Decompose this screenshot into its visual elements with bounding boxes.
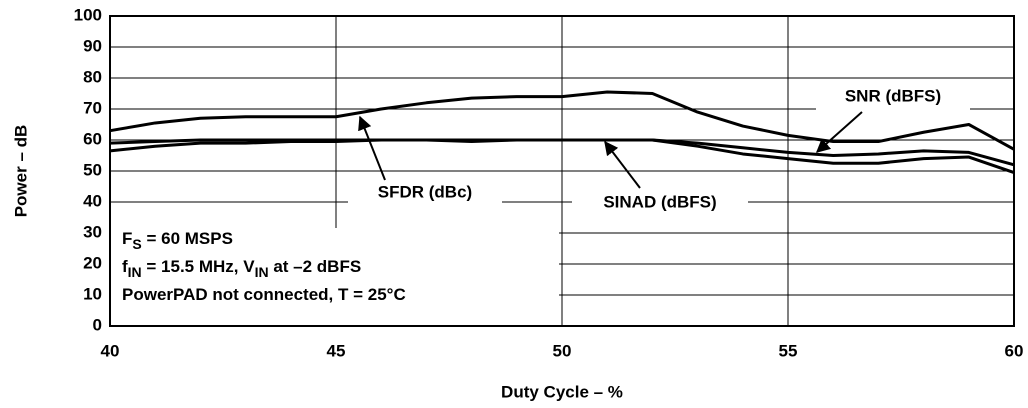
label-arrow [358, 115, 386, 181]
legend-label: SINAD (dBFS) [603, 192, 716, 211]
series-line [109, 138, 1015, 174]
x-tick-label: 60 [1005, 341, 1024, 360]
note: FS = 60 MSPS [122, 229, 233, 251]
y-tick-label: 70 [83, 98, 102, 117]
x-tick-label: 50 [553, 341, 572, 360]
note-text: = 60 MSPS [142, 229, 233, 248]
y-tick-label: 40 [83, 191, 102, 210]
y-tick-label: 30 [83, 222, 102, 241]
y-tick-label: 90 [83, 36, 102, 55]
note-text: f [122, 257, 128, 276]
y-tick-label: 10 [83, 284, 102, 303]
label-bg [572, 189, 748, 217]
note-subscript: IN [128, 264, 142, 280]
plot-frame [109, 15, 1015, 327]
x-tick-label: 55 [779, 341, 798, 360]
legend-label: SNR (dBFS) [845, 86, 941, 105]
note-text: at –2 dBFS [269, 257, 362, 276]
y-axis-label: Power – dB [11, 125, 30, 218]
note: PowerPAD not connected, T = 25°C [122, 285, 406, 304]
note-text: PowerPAD not connected, T = 25°C [122, 285, 406, 304]
y-tick-label: 80 [83, 67, 102, 86]
y-tick-label: 100 [74, 5, 102, 24]
label-arrow [815, 111, 863, 153]
x-axis-label: Duty Cycle – % [501, 382, 623, 401]
legend-label: SFDR (dBc) [378, 182, 472, 201]
label-arrow [604, 140, 641, 189]
note: fIN = 15.5 MHz, VIN at –2 dBFS [122, 257, 361, 279]
x-tick-label: 45 [327, 341, 346, 360]
series-line [109, 90, 1015, 151]
label-bg [348, 179, 502, 207]
note-subscript: IN [255, 264, 269, 280]
y-tick-label: 50 [83, 160, 102, 179]
note-subscript: S [132, 236, 141, 252]
y-tick-label: 60 [83, 129, 102, 148]
note-text: = 15.5 MHz, V [142, 257, 256, 276]
label-bg [816, 83, 970, 111]
y-tick-label: 0 [93, 315, 102, 334]
x-tick-label: 40 [101, 341, 120, 360]
notes-box [111, 228, 559, 325]
note-text: F [122, 229, 132, 248]
y-tick-label: 20 [83, 253, 102, 272]
